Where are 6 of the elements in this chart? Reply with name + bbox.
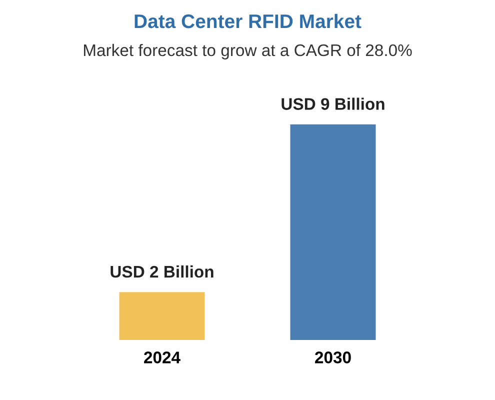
data-label: USD 2 Billion: [110, 265, 214, 278]
x-tick-label: 2030: [315, 352, 351, 364]
chart-title: Data Center RFID Market: [134, 14, 362, 28]
x-tick-label: 2024: [144, 352, 180, 364]
chart-subtitle: Market forecast to grow at a CAGR of 28.0%: [84, 44, 412, 60]
data-label: USD 9 Billion: [282, 98, 384, 110]
